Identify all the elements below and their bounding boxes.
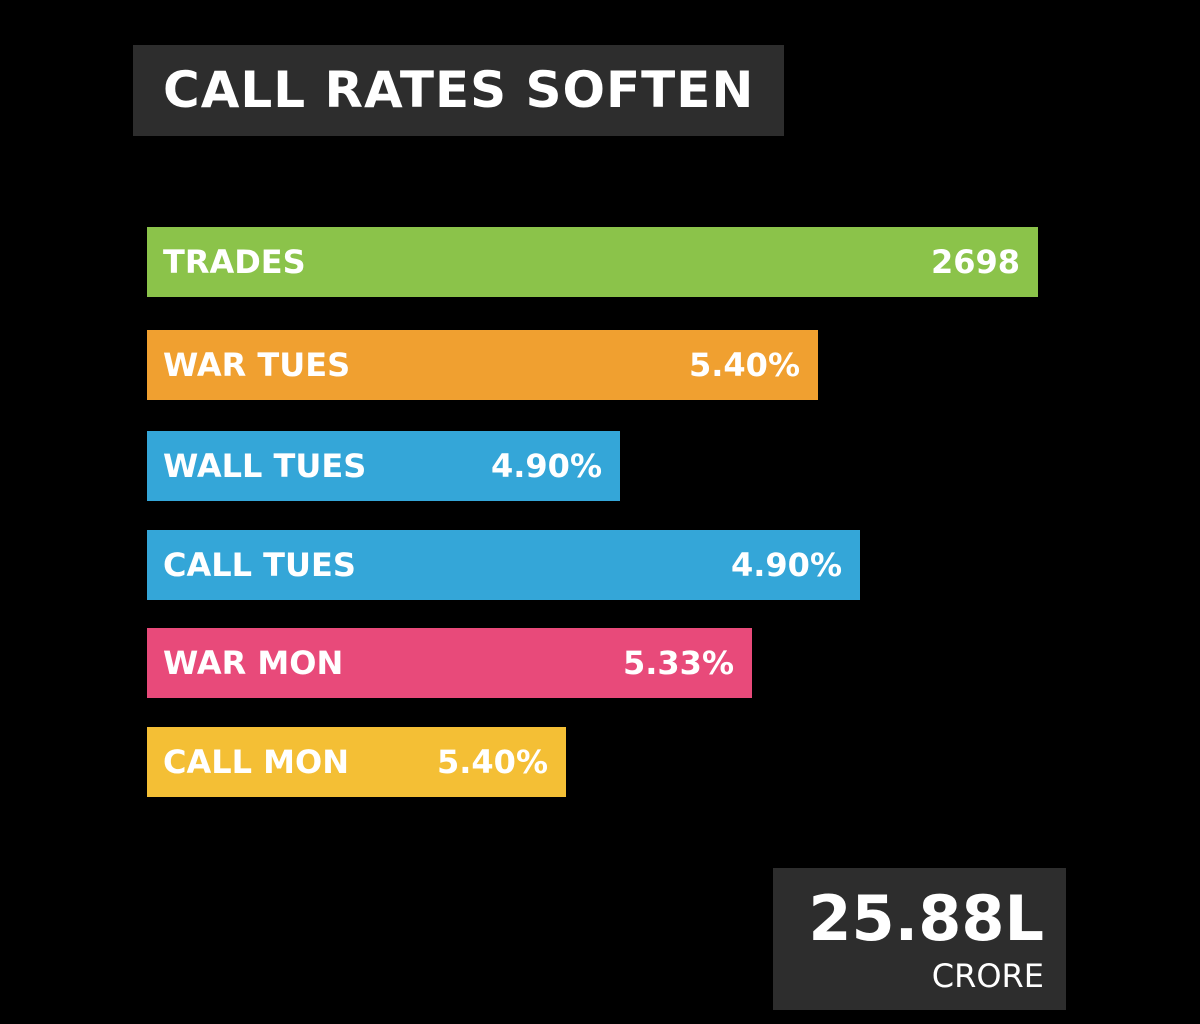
bar-value: 5.33%: [622, 644, 734, 682]
total-value: 25.88L: [808, 882, 1044, 955]
bar-value: 5.40%: [436, 743, 548, 781]
title-box: CALL RATES SOFTEN: [133, 45, 784, 136]
bar-label: WALL TUES: [163, 447, 367, 485]
bar: WAR MON 5.33%: [147, 628, 752, 698]
bar-label: CALL TUES: [163, 546, 356, 584]
bar-label: WAR TUES: [163, 346, 351, 384]
bar-value: 4.90%: [490, 447, 602, 485]
bar-label: WAR MON: [163, 644, 344, 682]
bar: WAR TUES 5.40%: [147, 330, 818, 400]
bar: WALL TUES 4.90%: [147, 431, 620, 501]
bar-label: CALL MON: [163, 743, 349, 781]
bar-label: TRADES: [163, 243, 306, 281]
bar: CALL TUES 4.90%: [147, 530, 860, 600]
bar-value: 4.90%: [730, 546, 842, 584]
bar: CALL MON 5.40%: [147, 727, 566, 797]
bar: TRADES 2698: [147, 227, 1038, 297]
total-box: 25.88L CRORE: [773, 868, 1066, 1010]
title: CALL RATES SOFTEN: [163, 61, 755, 119]
bar-value: 2698: [930, 243, 1020, 281]
total-unit: CRORE: [931, 957, 1044, 995]
bar-value: 5.40%: [688, 346, 800, 384]
